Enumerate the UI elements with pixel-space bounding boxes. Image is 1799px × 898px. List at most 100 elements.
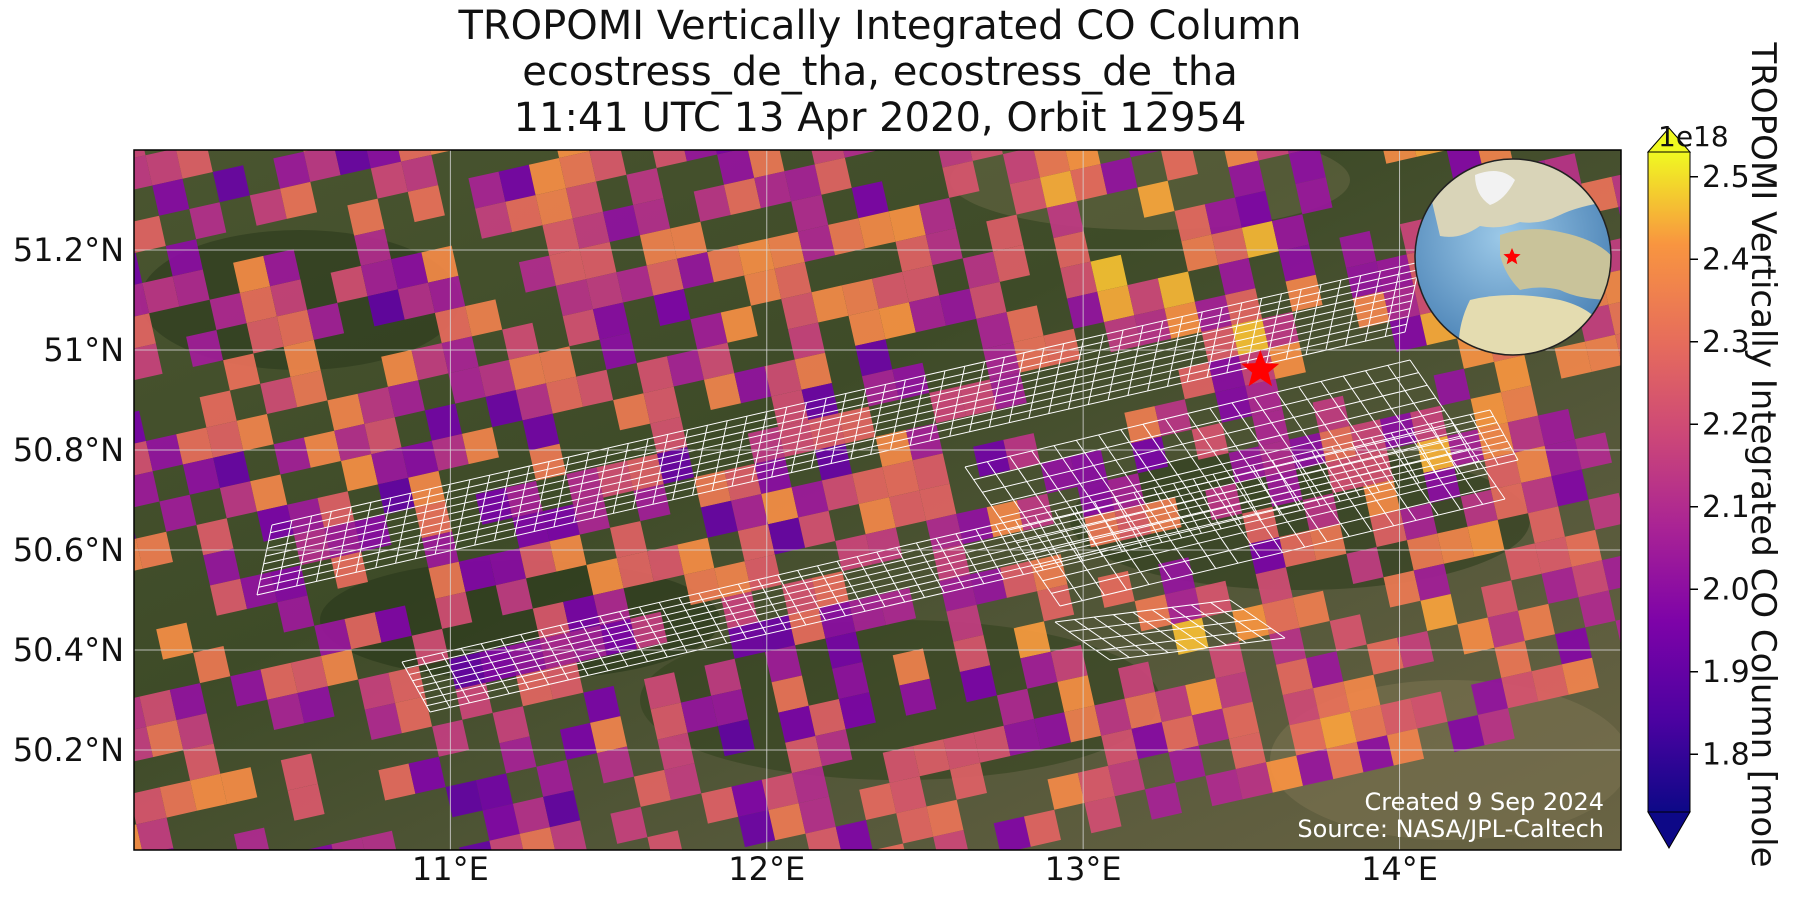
co-pixel <box>1487 610 1525 648</box>
co-pixel <box>778 705 816 743</box>
co-pixel <box>1205 483 1243 521</box>
co-pixel <box>832 662 870 699</box>
co-pixel <box>559 722 597 760</box>
co-pixel <box>1108 759 1145 797</box>
co-pixel <box>250 474 288 512</box>
co-pixel <box>1191 422 1229 460</box>
co-pixel <box>1178 362 1216 400</box>
globe-greenland <box>1475 171 1515 205</box>
co-pixel <box>280 181 318 219</box>
co-pixel <box>239 286 277 324</box>
swath-gridline <box>1120 429 1217 569</box>
co-pixel <box>1013 621 1051 659</box>
co-pixel <box>344 612 382 650</box>
co-pixel <box>1276 658 1313 696</box>
created-date-text: Created 9 Sep 2024 <box>1365 788 1604 816</box>
swath-gridline <box>1059 498 1506 607</box>
swath-gridline <box>429 459 1519 713</box>
co-pixel <box>701 786 739 824</box>
swath-gridline <box>731 416 748 487</box>
co-pixel <box>549 534 587 572</box>
co-pixel <box>1272 214 1309 252</box>
co-pixel <box>1578 590 1616 628</box>
co-pixel <box>1470 106 1507 143</box>
co-pixel <box>186 330 224 367</box>
swath-gridline <box>1365 370 1461 510</box>
co-pixel <box>196 518 234 556</box>
co-pixel <box>1266 755 1303 793</box>
co-pixel <box>723 178 761 215</box>
co-pixel <box>1137 180 1175 218</box>
co-pixel <box>219 481 257 519</box>
co-pixel <box>925 228 963 266</box>
co-pixel <box>374 605 412 643</box>
co-pixel <box>1598 110 1635 147</box>
lat-tick-label: 50.4°N <box>13 631 124 669</box>
co-pixel <box>771 104 808 141</box>
co-pixel <box>798 510 836 548</box>
co-pixel <box>287 498 325 535</box>
co-pixel <box>1350 705 1387 742</box>
co-pixel <box>942 160 980 198</box>
co-pixel <box>700 500 738 538</box>
co-pixel <box>851 181 889 219</box>
co-pixel <box>249 188 287 226</box>
co-pixel <box>512 511 550 549</box>
swath-gridline <box>1053 445 1150 585</box>
colorbar-tick-label: 2.3 <box>1702 325 1750 360</box>
co-pixel <box>1077 765 1115 803</box>
co-pixel <box>378 763 416 801</box>
co-pixel <box>754 457 792 494</box>
map-frame <box>133 149 1622 851</box>
co-pixel <box>590 716 628 754</box>
co-pixel <box>512 796 550 834</box>
co-pixel <box>1551 469 1589 507</box>
co-pixel <box>875 429 913 467</box>
co-pixel <box>761 773 799 811</box>
swath-gridline <box>1096 628 1272 651</box>
co-pixel <box>579 242 617 280</box>
co-pixel <box>650 416 688 454</box>
co-pixel <box>626 168 664 205</box>
co-pixel <box>835 820 873 850</box>
swath-gridline <box>474 475 491 546</box>
co-pixel <box>1033 150 1071 178</box>
co-pixel <box>764 645 802 683</box>
co-pixel <box>1541 566 1579 604</box>
co-pixel <box>142 276 180 314</box>
co-pixel <box>549 248 587 286</box>
co-pixel <box>233 827 270 850</box>
swath-gridline <box>1087 334 1104 405</box>
co-pixel <box>408 756 446 794</box>
co-pixel <box>859 783 897 820</box>
swath-gridline <box>949 366 966 437</box>
co-pixel <box>647 544 685 582</box>
swath-gridline <box>1142 423 1239 564</box>
co-pixel <box>1484 452 1522 490</box>
co-pixel <box>720 305 758 343</box>
co-pixel <box>280 753 318 791</box>
co-pixel <box>397 282 435 320</box>
swath-gridline <box>315 511 332 582</box>
co-pixel <box>535 188 573 226</box>
co-pixel <box>549 820 587 850</box>
co-pixel <box>273 437 311 475</box>
co-pixel <box>704 658 742 696</box>
swath-gridline <box>1068 338 1085 410</box>
co-pixel <box>462 427 499 465</box>
co-pixel <box>583 685 621 723</box>
co-pixel <box>815 729 853 767</box>
co-pixel <box>505 195 543 233</box>
co-pixel <box>203 548 241 586</box>
swath-gridline <box>513 465 530 537</box>
co-pixel <box>324 521 362 559</box>
co-pixel <box>519 827 556 850</box>
co-pixel <box>358 672 396 710</box>
co-pixel <box>152 178 190 216</box>
co-pixel <box>557 150 590 158</box>
co-pixel <box>163 847 174 850</box>
co-pixel <box>134 283 150 317</box>
co-pixel <box>539 346 577 384</box>
map-gridlines <box>134 150 1621 850</box>
co-pixel <box>1269 627 1307 665</box>
